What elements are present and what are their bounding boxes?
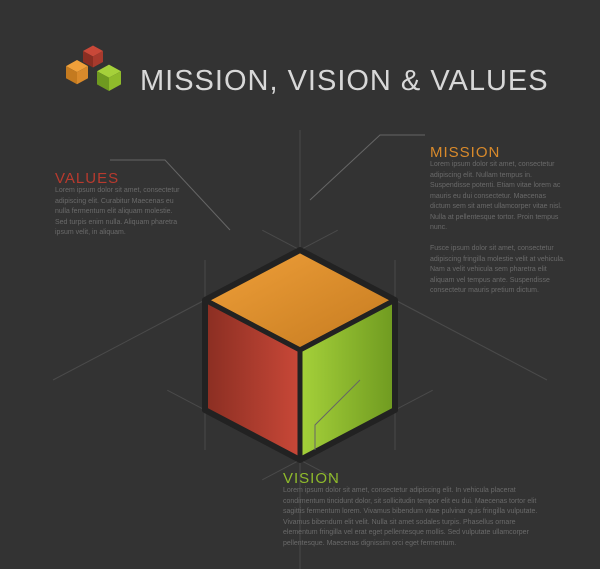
mission-label: MISSION [430, 144, 500, 161]
vision-text: Lorem ipsum dolor sit amet, consectetur … [283, 486, 548, 549]
mission-text: Lorem ipsum dolor sit amet, consectetur … [430, 160, 565, 297]
values-text: Lorem ipsum dolor sit amet, consectetur … [55, 186, 180, 239]
vision-label: VISION [283, 470, 340, 487]
values-label: VALUES [55, 170, 119, 187]
